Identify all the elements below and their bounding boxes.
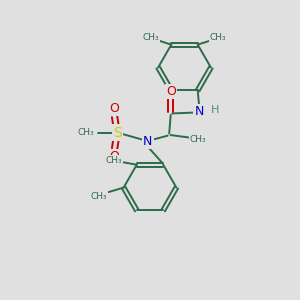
Text: CH₃: CH₃ (105, 156, 122, 165)
Text: H: H (211, 105, 219, 115)
Text: S: S (113, 126, 122, 140)
Text: CH₃: CH₃ (77, 128, 94, 137)
Text: N: N (194, 106, 204, 118)
Text: CH₃: CH₃ (143, 33, 160, 42)
Text: O: O (109, 150, 118, 163)
Text: N: N (143, 135, 152, 148)
Text: O: O (166, 85, 175, 98)
Text: CH₃: CH₃ (209, 33, 226, 42)
Text: CH₃: CH₃ (190, 135, 207, 144)
Text: O: O (109, 102, 118, 115)
Text: CH₃: CH₃ (90, 192, 107, 201)
